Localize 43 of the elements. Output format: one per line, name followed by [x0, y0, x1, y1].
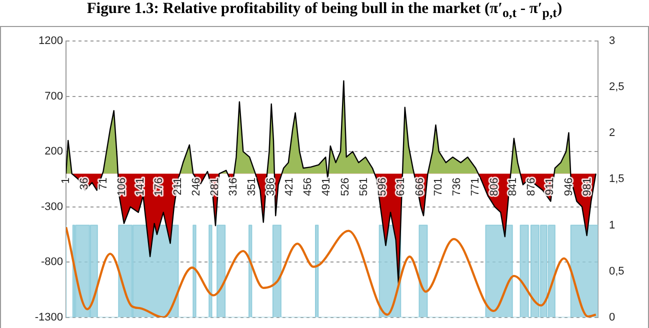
x-tick-label: 316: [228, 178, 240, 196]
x-tick-label: 631: [395, 178, 408, 196]
y-tick-label: 200: [44, 146, 63, 158]
x-tick-label: 806: [488, 178, 500, 196]
x-tick-label: 106: [116, 178, 128, 196]
x-tick-label: 841: [506, 178, 519, 196]
x-tick-label: 596: [376, 178, 389, 196]
x-tick-label: 141: [134, 178, 147, 196]
x-tick-label: 666: [414, 178, 426, 196]
y2-tick-label: 0: [609, 311, 616, 324]
x-tick-label: 351: [246, 178, 258, 196]
x-tick-label: 1: [60, 178, 72, 184]
y-tick-label: -800: [40, 256, 63, 268]
y2-tick-label: 2,5: [609, 81, 624, 94]
x-tick-label: 421: [283, 178, 296, 196]
y-tick-label: -300: [40, 200, 63, 213]
x-tick-label: 211: [172, 178, 184, 196]
x-tick-label: 771: [470, 178, 482, 196]
y2-tick-label: 0,5: [609, 265, 624, 278]
x-tick-label: 491: [320, 178, 333, 196]
x-tick-label: 36: [78, 178, 91, 190]
y2-tick-label: 2: [609, 127, 616, 140]
x-tick-label: 71: [97, 178, 110, 190]
y2-tick-label: 1: [609, 219, 616, 232]
x-tick-label: 701: [432, 178, 444, 196]
x-tick-label: 281: [208, 178, 221, 196]
x-tick-label: 946: [562, 178, 575, 196]
x-tick-label: 876: [526, 178, 538, 196]
x-tick-label: 911: [544, 178, 556, 196]
x-tick-label: 246: [190, 178, 202, 196]
y2-tick-label: 3: [609, 35, 616, 48]
x-tick-label: 386: [264, 178, 277, 196]
y2-tick-label: 1,5: [609, 173, 624, 186]
y-tick-label: -1300: [34, 311, 63, 324]
x-tick-label: 456: [302, 178, 314, 196]
chart-title: Figure 1.3: Relative profitability of being bull in the market (π′$_{o,t}$ - π′$_{p,t}$): [86, 0, 564, 22]
x-tick-label: 981: [581, 178, 594, 196]
y-tick-label: 1200: [38, 35, 63, 48]
x-tick-label: 526: [339, 178, 352, 196]
x-tick-label: 176: [153, 178, 166, 196]
y-tick-label: 700: [44, 90, 63, 102]
x-tick-label: 736: [451, 178, 464, 196]
x-tick-label: 561: [358, 178, 370, 196]
